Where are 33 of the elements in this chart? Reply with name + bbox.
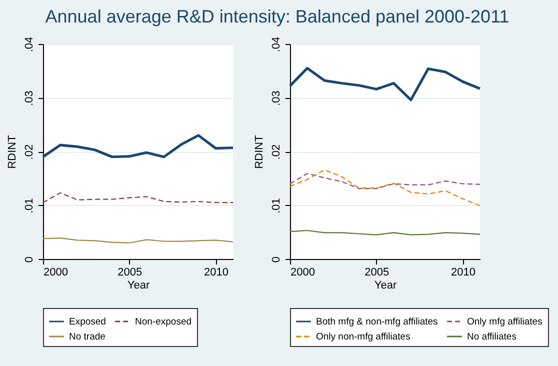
x-tick-label: 2005 bbox=[364, 266, 390, 278]
legend-label: Non-exposed bbox=[135, 316, 192, 328]
x-tick-label: 2010 bbox=[450, 266, 476, 278]
legend-label: Exposed bbox=[69, 316, 106, 328]
legend-label: No trade bbox=[69, 332, 106, 342]
legend-label: No affiliates bbox=[467, 332, 517, 342]
x-tick-label: 2000 bbox=[44, 266, 68, 278]
legend-label: Only non-mfg affiliates bbox=[316, 332, 411, 342]
y-axis-title: RDINT bbox=[6, 134, 18, 169]
y-tick-label: .04 bbox=[270, 36, 282, 52]
line-series bbox=[42, 134, 234, 158]
y-tick-label: .02 bbox=[270, 144, 282, 160]
y-tick-label: .03 bbox=[24, 90, 36, 106]
line-series bbox=[289, 169, 481, 206]
y-tick-label: .03 bbox=[270, 90, 282, 106]
y-tick-label: .01 bbox=[270, 198, 282, 214]
line-series bbox=[289, 172, 481, 190]
x-tick-label: 2000 bbox=[290, 266, 315, 278]
text: Annual average R&D intensity: Balanced panel 2000-2011 bbox=[45, 6, 510, 26]
line-series bbox=[42, 192, 234, 204]
y-tick-label: .02 bbox=[24, 144, 36, 160]
x-axis-title: Year bbox=[127, 280, 150, 292]
y-tick-label: .04 bbox=[24, 36, 36, 52]
x-tick-label: 2005 bbox=[118, 266, 142, 278]
x-tick-label: 2010 bbox=[204, 266, 228, 278]
line-series bbox=[288, 66, 482, 102]
y-tick-label: 0 bbox=[24, 256, 36, 263]
legend-label: Both mfg & non-mfg affiliates bbox=[316, 316, 438, 328]
y-tick-label: .01 bbox=[24, 198, 36, 214]
y-axis-title: RDINT bbox=[254, 134, 266, 169]
y-tick-label: 0 bbox=[270, 256, 282, 263]
x-axis-title: Year bbox=[374, 280, 397, 292]
legend-label: Only mfg affiliates bbox=[467, 316, 543, 328]
